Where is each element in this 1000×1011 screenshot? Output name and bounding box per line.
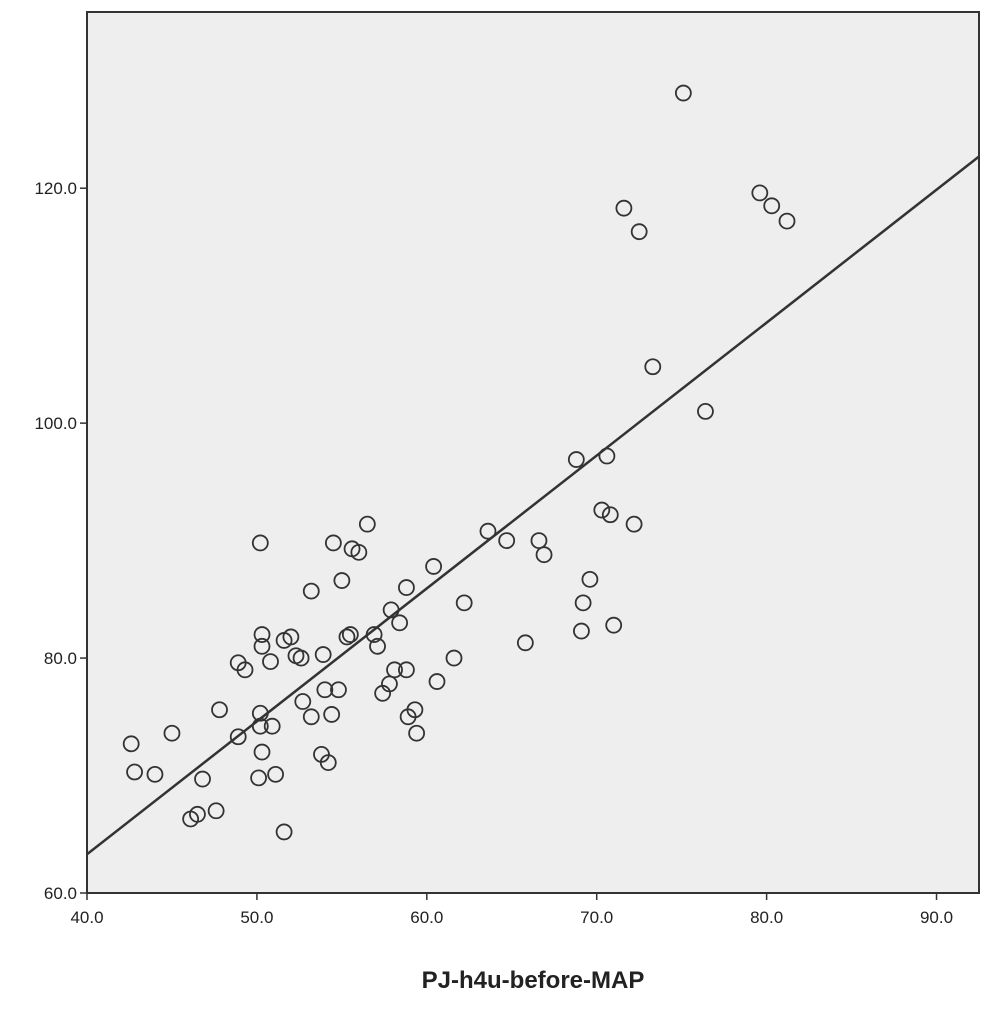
data-point [207,802,225,820]
data-point [386,661,403,679]
data-point [262,653,279,670]
data-point [479,522,497,540]
data-point [778,212,796,230]
x-axis-ticks: 40.0 50.0 60.0 70.0 80.0 90.0 [70,893,953,927]
data-point [644,358,662,376]
data-point [316,681,334,699]
data-point [398,579,415,596]
x-axis-title: PJ-h4u-before-MAP [422,967,645,994]
data-point [324,534,342,552]
data-point [674,84,692,102]
data-point [126,763,143,781]
data-point [253,637,271,655]
regression-line-layer [86,155,980,856]
x-tick-label: 60.0 [410,908,443,927]
data-point [567,451,585,468]
data-point [333,572,351,589]
data-point [573,622,590,640]
data-point [350,543,368,561]
data-point [251,534,269,552]
x-tick-label: 70.0 [580,908,613,927]
data-point [428,673,446,690]
data-point [294,693,312,710]
data-point [516,634,534,652]
data-point [408,724,426,742]
y-tick-label: 120.0 [34,179,77,198]
data-point [751,184,769,202]
x-tick-label: 80.0 [750,908,783,927]
y-axis-ticks: 60.0 80.0 100.0 120.0 [34,179,87,903]
data-point [302,582,320,600]
data-point [189,805,206,823]
data-point [146,765,164,783]
data-point [498,532,516,549]
data-point [267,765,284,783]
data-point [425,558,443,575]
data-point [292,649,310,667]
data-point [605,616,623,634]
data-point [229,728,247,746]
data-point [251,704,269,722]
y-tick-label: 100.0 [34,414,77,433]
data-point [601,506,619,524]
data-point [358,515,376,533]
data-points-layer [122,84,796,841]
data-point [598,447,616,465]
data-point [319,754,337,772]
data-point [341,626,359,643]
data-point [535,546,553,564]
data-point [593,501,611,519]
data-point [445,649,463,667]
data-point [194,770,211,788]
data-point [574,594,592,612]
data-point [365,626,383,643]
data-point [398,661,415,679]
x-tick-label: 90.0 [920,908,953,927]
data-point [763,197,781,215]
y-tick-label: 60.0 [44,884,77,903]
y-tick-label: 80.0 [44,649,77,668]
data-point [302,708,320,726]
data-point [581,570,599,588]
x-tick-label: 50.0 [240,908,273,927]
data-point [338,628,356,646]
data-point [455,594,473,612]
data-point [625,515,643,533]
data-point [323,706,341,723]
plot-area [86,11,980,894]
data-point [122,735,140,753]
data-point [369,637,386,655]
data-point [253,743,271,761]
data-point [630,223,648,241]
data-point [250,769,268,787]
data-point [615,199,633,217]
data-point [282,628,300,646]
data-point [211,701,228,719]
data-point [406,701,424,719]
data-point [275,823,293,841]
fit-line [86,155,980,856]
data-point [236,661,254,679]
data-point [330,681,347,699]
data-point [163,724,181,742]
x-tick-label: 40.0 [70,908,103,927]
data-point [253,626,271,643]
data-point [263,717,281,735]
data-point [314,646,332,663]
data-point [382,601,400,619]
data-point [697,402,714,420]
data-point [391,614,409,632]
data-point [251,717,269,735]
